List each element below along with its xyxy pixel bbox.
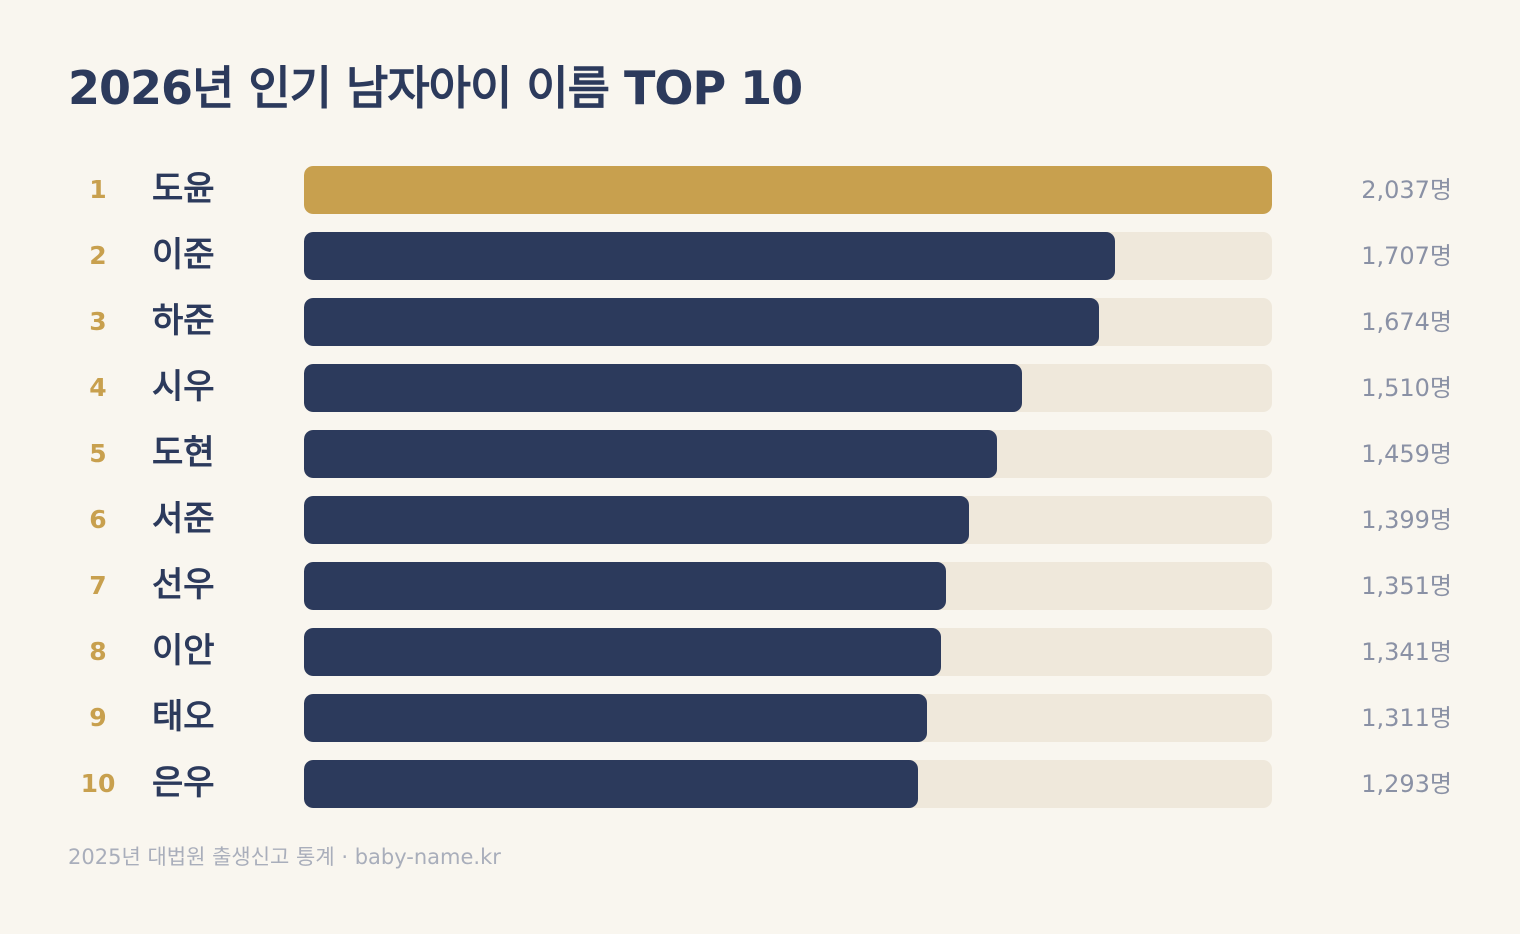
category-label: 태오 xyxy=(152,697,215,737)
value-label: 1,510명 xyxy=(1361,374,1452,402)
bar-row: 2 이준 1,707명 xyxy=(0,232,1520,280)
bar-row: 7 선우 1,351명 xyxy=(0,562,1520,610)
value-label: 1,341명 xyxy=(1361,638,1452,666)
category-label: 이안 xyxy=(152,631,215,671)
bar-track xyxy=(304,694,1272,742)
bar-row: 1 도윤 2,037명 xyxy=(0,166,1520,214)
value-label: 1,351명 xyxy=(1361,572,1452,600)
category-label: 도윤 xyxy=(152,169,215,209)
value-label: 1,459명 xyxy=(1361,440,1452,468)
value-label: 1,311명 xyxy=(1361,704,1452,732)
bar xyxy=(304,430,997,478)
rank-label: 5 xyxy=(89,439,107,468)
bar-track xyxy=(304,430,1272,478)
bar xyxy=(304,562,946,610)
category-label: 이준 xyxy=(152,235,215,275)
rank-label: 1 xyxy=(89,175,107,204)
bar xyxy=(304,166,1272,214)
rank-label: 7 xyxy=(89,571,107,600)
bar-row: 6 서준 1,399명 xyxy=(0,496,1520,544)
category-label: 선우 xyxy=(152,565,215,605)
bar-row: 8 이안 1,341명 xyxy=(0,628,1520,676)
rank-label: 9 xyxy=(89,703,107,732)
category-label: 시우 xyxy=(152,367,215,407)
bar-track xyxy=(304,166,1272,214)
rank-label: 4 xyxy=(89,373,107,402)
category-label: 은우 xyxy=(152,763,215,803)
bar xyxy=(304,298,1099,346)
bar xyxy=(304,760,918,808)
value-label: 2,037명 xyxy=(1361,176,1452,204)
category-label: 서준 xyxy=(152,499,215,539)
source-note: 2025년 대법원 출생신고 통계 · baby-name.kr xyxy=(68,845,501,869)
bar-track xyxy=(304,496,1272,544)
bar-row: 3 하준 1,674명 xyxy=(0,298,1520,346)
value-label: 1,293명 xyxy=(1361,770,1452,798)
bar-track xyxy=(304,562,1272,610)
rank-label: 10 xyxy=(80,769,116,798)
bar xyxy=(304,628,941,676)
value-label: 1,707명 xyxy=(1361,242,1452,270)
rank-label: 8 xyxy=(89,637,107,666)
bar xyxy=(304,232,1115,280)
value-label: 1,674명 xyxy=(1361,308,1452,336)
bar-track xyxy=(304,364,1272,412)
chart-title: 2026년 인기 남자아이 이름 TOP 10 xyxy=(68,61,803,115)
category-label: 하준 xyxy=(152,301,215,341)
rank-label: 6 xyxy=(89,505,107,534)
rank-label: 2 xyxy=(89,241,107,270)
bar xyxy=(304,496,969,544)
rank-label: 3 xyxy=(89,307,107,336)
value-label: 1,399명 xyxy=(1361,506,1452,534)
bar-row: 4 시우 1,510명 xyxy=(0,364,1520,412)
bar-track xyxy=(304,760,1272,808)
bar xyxy=(304,364,1022,412)
bar-row: 10 은우 1,293명 xyxy=(0,760,1520,808)
bar-track xyxy=(304,232,1272,280)
bar xyxy=(304,694,927,742)
bar-track xyxy=(304,628,1272,676)
bar-row: 9 태오 1,311명 xyxy=(0,694,1520,742)
bar-track xyxy=(304,298,1272,346)
category-label: 도현 xyxy=(152,433,215,473)
bar-row: 5 도현 1,459명 xyxy=(0,430,1520,478)
